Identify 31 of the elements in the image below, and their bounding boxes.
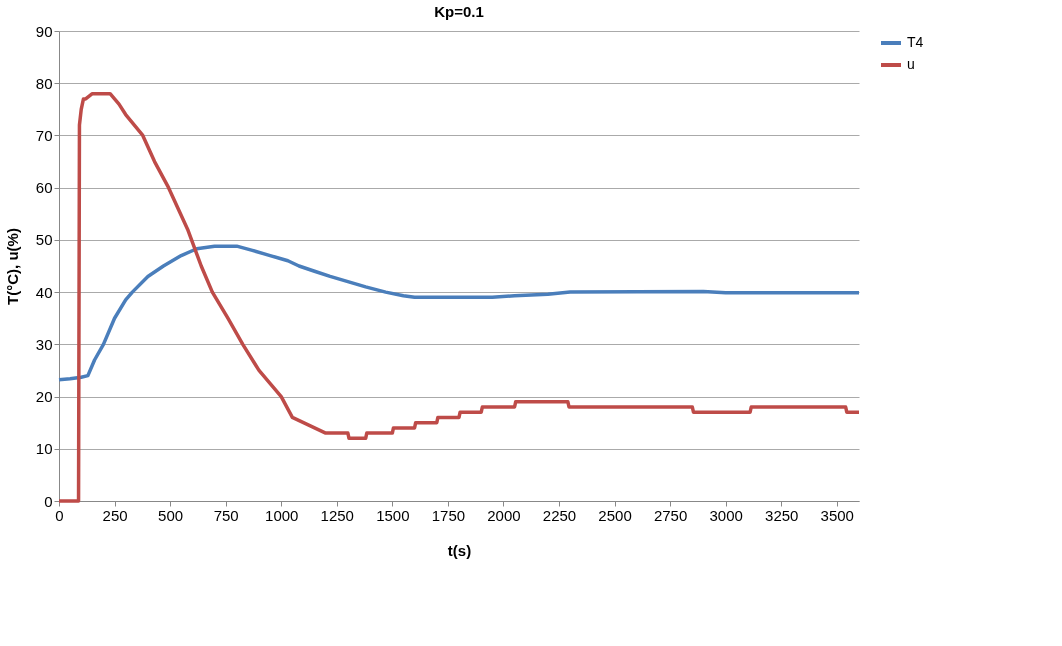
y-tick-label: 10 [35,440,53,458]
x-tick-label: 2750 [653,506,688,524]
legend-label: T4 [907,34,924,50]
y-tick-label: 90 [35,22,53,40]
y-tick-label: 20 [35,388,53,406]
y-tick-label: 60 [35,179,53,197]
x-tick-label: 250 [102,506,128,524]
x-tick-label: 3250 [765,506,799,524]
x-tick-label: 500 [158,506,184,524]
y-tick-label: 30 [35,335,53,353]
x-tick-label: 0 [55,506,64,524]
y-tick-label: 40 [35,283,53,301]
y-tick-label: 50 [35,231,53,249]
x-tick-label: 2000 [487,506,521,524]
y-tick-label: 0 [44,492,53,510]
legend-label: u [907,56,915,72]
y-tick-label: 80 [35,74,53,92]
line-series [57,244,861,382]
x-tick-label: 3500 [820,506,854,524]
x-tick-label: 2250 [542,506,577,524]
y-axis-title: T(°C), u(%) [3,228,21,305]
x-tick-label: 1000 [265,506,299,524]
y-tick-label: 70 [35,126,53,144]
x-tick-label: 1250 [320,506,354,524]
x-tick-label: 2500 [598,506,632,524]
x-tick-label: 1750 [431,506,466,524]
x-tick-label: 1500 [376,506,410,524]
chart-title: Kp=0.1 [434,3,484,20]
x-axis-title: t(s) [447,541,472,559]
x-tick-label: 750 [213,506,239,524]
x-tick-label: 3000 [709,506,743,524]
